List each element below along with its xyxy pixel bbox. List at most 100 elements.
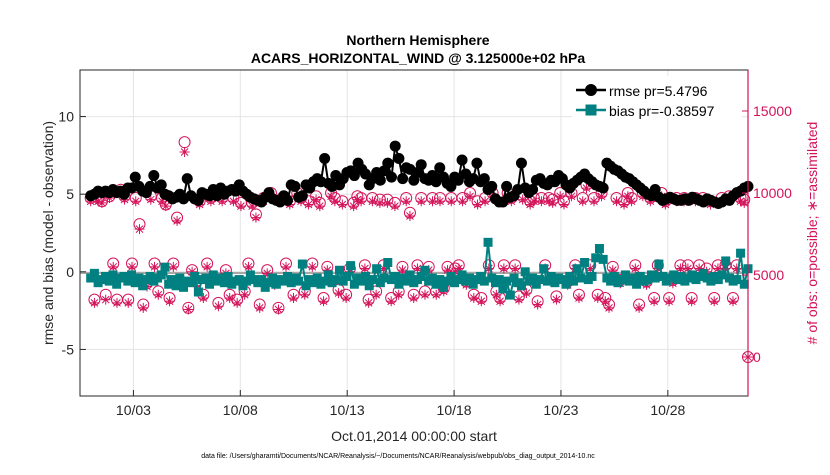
bias-point: [542, 276, 552, 286]
obs-assimilated-marker: [468, 292, 479, 303]
obs-assimilated-marker: [232, 297, 243, 308]
bias-point: [238, 281, 248, 291]
obs-assimilated-marker: [558, 199, 569, 210]
bias-point: [89, 268, 99, 278]
bias-point: [550, 278, 560, 288]
obs-assimilated-marker: [243, 261, 254, 272]
obs-assimilated-marker: [389, 201, 400, 212]
obs-assimilated-marker: [149, 261, 160, 272]
bias-point: [479, 276, 489, 286]
bias-point: [587, 271, 597, 281]
obs-assimilated-marker: [596, 191, 607, 202]
obs-assimilated-marker: [607, 265, 618, 276]
obs-assimilated-marker: [735, 196, 746, 207]
bias-point: [736, 248, 746, 258]
bias-point: [658, 271, 668, 281]
obs-assimilated-marker: [172, 215, 183, 226]
obs-assimilated-marker: [664, 296, 675, 307]
obs-assimilated-marker: [250, 212, 261, 223]
obs-assimilated-marker: [427, 196, 438, 207]
bias-point: [335, 265, 345, 275]
obs-assimilated-marker: [93, 196, 104, 207]
bias-point: [632, 279, 642, 289]
bias-point: [539, 264, 549, 274]
bias-point: [101, 271, 111, 281]
bias-point: [591, 253, 601, 263]
bias-point: [205, 279, 215, 289]
legend-rmse-label: rmse pr=5.4796: [609, 83, 708, 99]
rmse-point: [289, 180, 301, 192]
rmse-point: [296, 190, 308, 202]
obs-assimilated-marker: [322, 265, 333, 276]
series-layer: [85, 140, 754, 300]
bias-point: [164, 279, 174, 289]
bias-point: [86, 273, 96, 283]
rmse-point: [389, 140, 401, 152]
rmse-point: [597, 182, 609, 194]
obs-assimilated-marker: [589, 196, 600, 207]
bias-point: [368, 275, 378, 285]
obs-assimilated-marker: [111, 297, 122, 308]
bias-point: [338, 276, 348, 286]
obs-assimilated-marker: [476, 296, 487, 307]
obs-assimilated-marker: [374, 197, 385, 208]
rmse-point: [527, 184, 539, 196]
obs-assimilated-marker: [480, 196, 491, 207]
bias-point: [312, 273, 322, 283]
bias-point: [138, 281, 148, 291]
obs-assimilated-marker: [491, 289, 502, 300]
obs-assimilated-marker: [386, 296, 397, 307]
bias-point: [580, 257, 590, 267]
obs-assimilated-marker: [130, 196, 141, 207]
y-axis-label-right: # of obs: o=possible; ∗=assimilated: [804, 122, 820, 345]
obs-assimilated-marker: [326, 191, 337, 202]
obs-assimilated-marker: [536, 196, 547, 207]
obs-assimilated-marker: [239, 289, 250, 300]
obs-assimilated-marker: [397, 265, 408, 276]
y-left-tick-label: 0: [66, 264, 74, 280]
y-left-tick-label: 10: [58, 109, 74, 125]
bias-point: [331, 275, 341, 285]
obs-assimilated-marker: [498, 263, 509, 274]
axis-ticks: 10/03 10/08 10/13 10/18 10/23 10/28 -5 0 5 10 0 500…: [58, 70, 792, 418]
obs-assimilated-marker: [404, 210, 415, 221]
bias-point: [565, 271, 575, 281]
obs-assimilated-marker: [153, 289, 164, 300]
bias-point: [502, 276, 512, 286]
bias-point: [264, 278, 274, 288]
obs-assimilated-marker: [247, 201, 258, 212]
obs-assimilated-marker: [686, 296, 697, 307]
obs-assimilated-marker: [709, 296, 720, 307]
bias-point: [498, 284, 508, 294]
bias-point: [546, 271, 556, 281]
legend-bias-marker: [585, 104, 597, 116]
bias-point: [464, 273, 474, 283]
bias-point: [309, 278, 319, 288]
obs-assimilated-marker: [739, 197, 750, 208]
obs-assimilated-marker: [318, 296, 329, 307]
obs-assimilated-marker: [363, 297, 374, 308]
bias-point: [713, 275, 723, 285]
y-left-tick-label: 5: [66, 186, 74, 202]
bias-point: [594, 244, 604, 254]
obs-assimilated-marker: [442, 265, 453, 276]
obs-assimilated-marker: [675, 263, 686, 274]
obs-assimilated-marker: [532, 299, 543, 310]
bias-point: [620, 270, 630, 280]
bias-point: [438, 282, 448, 292]
rmse-point: [445, 180, 457, 192]
bias-point: [342, 271, 352, 281]
rmse-point: [486, 180, 498, 192]
bias-point: [216, 273, 226, 283]
x-tick-label: 10/23: [543, 402, 578, 418]
obs-assimilated-marker: [528, 196, 539, 207]
bias-point: [167, 275, 177, 285]
bias-point: [476, 271, 486, 281]
bias-point: [175, 273, 185, 283]
obs-assimilated-marker: [123, 297, 134, 308]
obs-assimilated-marker: [337, 199, 348, 210]
bias-point: [283, 271, 293, 281]
obs-assimilated-marker: [401, 196, 412, 207]
rmse-point: [471, 157, 483, 169]
